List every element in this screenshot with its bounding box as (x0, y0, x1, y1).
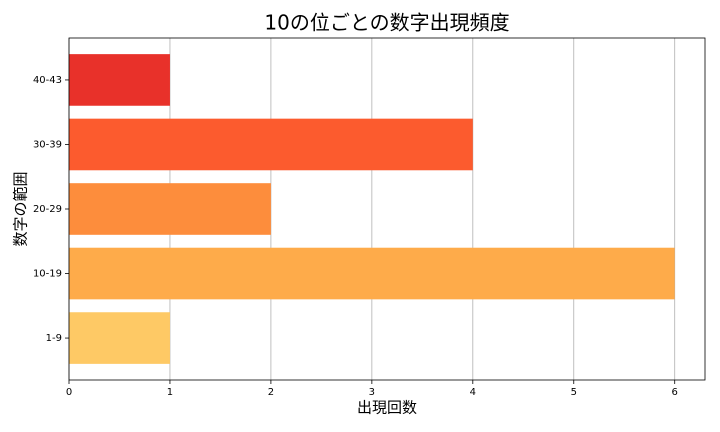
y-tick-label: 30-39 (33, 139, 62, 150)
x-tick-label: 3 (369, 387, 375, 398)
y-axis-label: 数字の範囲 (12, 171, 30, 246)
chart-title: 10の位ごとの数字出現頻度 (264, 11, 509, 35)
plot-frame (68, 37, 706, 381)
x-tick-label: 5 (571, 387, 577, 398)
x-tick-label: 6 (672, 387, 678, 398)
x-axis-label: 出現回数 (357, 399, 417, 417)
y-tick-label: 10-19 (33, 269, 62, 280)
x-tick-label: 4 (470, 387, 476, 398)
y-tick-label: 20-29 (33, 204, 62, 215)
bar (69, 54, 170, 106)
y-tick-label: 1-9 (46, 333, 62, 344)
x-tick-label: 1 (167, 387, 173, 398)
bar (69, 247, 675, 300)
y-tick-label: 40-43 (33, 75, 62, 86)
bar (69, 183, 271, 235)
x-tick-label: 0 (66, 387, 72, 398)
bar (69, 312, 170, 364)
bar (69, 118, 473, 171)
x-tick-label: 2 (268, 387, 274, 398)
